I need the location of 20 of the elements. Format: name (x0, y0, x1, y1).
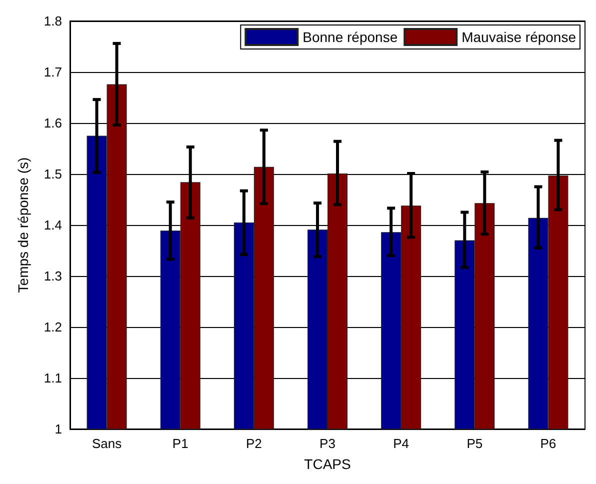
y-tick-label: 1.6 (44, 116, 62, 130)
y-axis-title: Temps de réponse (s) (15, 157, 31, 293)
x-tick-label: P2 (246, 436, 262, 451)
x-tick-label: Sans (92, 436, 122, 451)
y-tick-label: 1.8 (44, 14, 62, 28)
x-tick-label: P4 (393, 436, 410, 451)
y-tick-label: 1.4 (44, 218, 62, 232)
y-tick-label: 1 (54, 422, 62, 436)
x-axis-title: TCAPS (304, 456, 351, 472)
y-tick-label: 1.1 (44, 370, 62, 386)
x-tick-label: P6 (540, 436, 556, 451)
y-tick-label: 1.5 (44, 166, 62, 182)
x-tick-label: P1 (172, 436, 188, 451)
x-tick-label: P3 (320, 436, 336, 451)
y-tick-label: 1.2 (44, 320, 62, 334)
x-tick-label: P5 (466, 436, 483, 451)
y-tick-label: 1.7 (44, 64, 62, 80)
legend-label: Bonne réponse (302, 29, 398, 45)
y-tick-label: 1.3 (44, 268, 62, 284)
legend-label: Mauvaise réponse (462, 29, 576, 45)
